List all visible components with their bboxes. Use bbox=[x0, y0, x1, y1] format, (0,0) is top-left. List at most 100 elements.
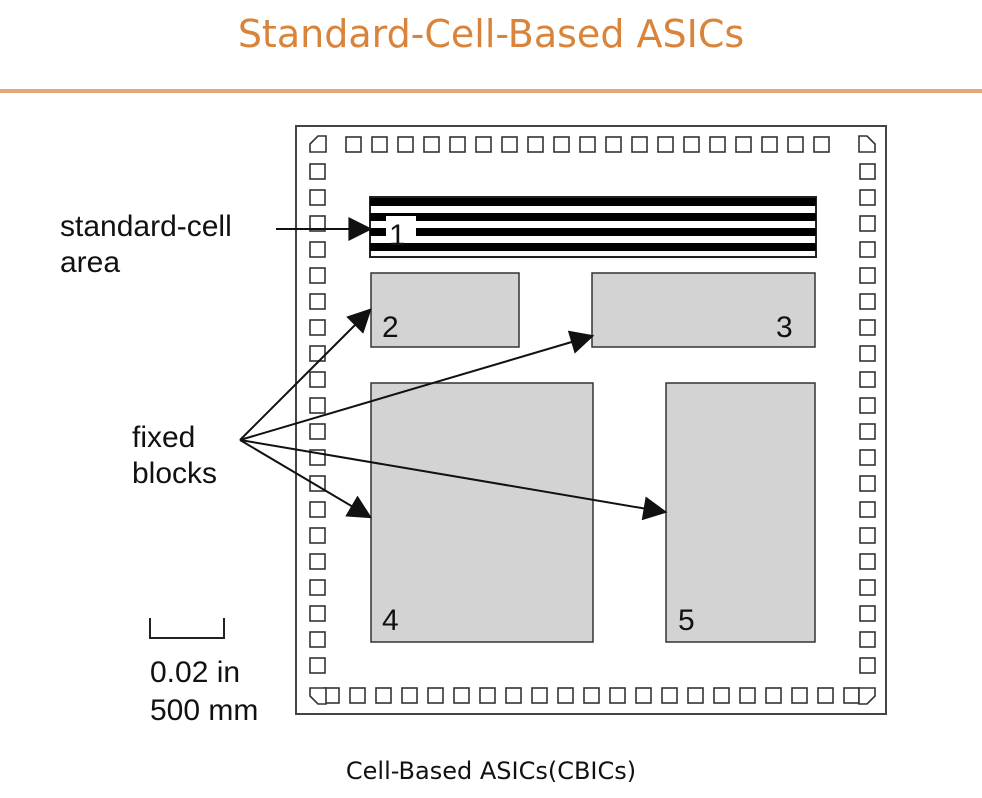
io-pad bbox=[859, 163, 876, 180]
io-pad bbox=[631, 136, 648, 153]
io-pad bbox=[505, 687, 522, 704]
io-pad bbox=[531, 687, 548, 704]
io-pad bbox=[859, 631, 876, 648]
io-pad bbox=[859, 345, 876, 362]
io-pad bbox=[583, 687, 600, 704]
fixed-block-3 bbox=[591, 272, 816, 348]
io-pad bbox=[371, 136, 388, 153]
io-pad bbox=[609, 687, 626, 704]
io-pad bbox=[309, 163, 326, 180]
io-pad bbox=[309, 631, 326, 648]
standard-cell-label-line2: area bbox=[60, 246, 120, 279]
fixed-block-2 bbox=[370, 272, 520, 348]
io-pad bbox=[859, 293, 876, 310]
io-pad bbox=[709, 136, 726, 153]
io-pad bbox=[553, 136, 570, 153]
io-pad bbox=[309, 501, 326, 518]
corner-pad-top-right bbox=[858, 135, 876, 153]
io-pad bbox=[859, 241, 876, 258]
io-pad bbox=[859, 501, 876, 518]
io-pad bbox=[859, 397, 876, 414]
io-pad bbox=[527, 136, 544, 153]
io-pad bbox=[557, 687, 574, 704]
io-pad bbox=[635, 687, 652, 704]
io-pad bbox=[761, 136, 778, 153]
io-pad bbox=[309, 657, 326, 674]
io-pad bbox=[501, 136, 518, 153]
io-pad bbox=[813, 136, 830, 153]
io-pad bbox=[345, 136, 362, 153]
io-pad bbox=[739, 687, 756, 704]
arrow-to-block-4 bbox=[239, 439, 373, 519]
io-pad bbox=[661, 687, 678, 704]
io-pad bbox=[309, 267, 326, 284]
io-pad bbox=[579, 136, 596, 153]
io-pad bbox=[859, 475, 876, 492]
io-pad bbox=[309, 553, 326, 570]
io-pad bbox=[787, 136, 804, 153]
io-pad bbox=[309, 241, 326, 258]
io-pad bbox=[449, 136, 466, 153]
io-pad bbox=[713, 687, 730, 704]
io-pad bbox=[859, 605, 876, 622]
io-pad bbox=[683, 136, 700, 153]
io-pad bbox=[479, 687, 496, 704]
corner-pad-bottom-left bbox=[309, 687, 327, 705]
fixed-blocks-label-line2: blocks bbox=[132, 457, 217, 490]
scale-label-inches: 0.02 in bbox=[150, 656, 240, 689]
io-pad bbox=[859, 189, 876, 206]
block-1-label: 1 bbox=[389, 219, 406, 252]
io-pad-ring bbox=[309, 135, 876, 705]
io-pad bbox=[859, 423, 876, 440]
io-pad bbox=[859, 371, 876, 388]
title-divider bbox=[0, 89, 982, 93]
io-pad bbox=[397, 136, 414, 153]
io-pad bbox=[843, 687, 860, 704]
io-pad bbox=[859, 267, 876, 284]
io-pad bbox=[309, 423, 326, 440]
scale-label-mm: 500 mm bbox=[150, 694, 258, 727]
io-pad bbox=[309, 371, 326, 388]
io-pad bbox=[309, 189, 326, 206]
io-pad bbox=[859, 449, 876, 466]
arrow-to-block-3 bbox=[239, 330, 595, 441]
io-pad bbox=[791, 687, 808, 704]
scale-bar bbox=[149, 618, 225, 639]
io-pad bbox=[859, 579, 876, 596]
fixed-block-5 bbox=[665, 382, 816, 643]
arrow-to-block-2 bbox=[239, 308, 372, 441]
arrow-to-block-5 bbox=[239, 439, 668, 521]
io-pad bbox=[859, 553, 876, 570]
io-pad bbox=[309, 397, 326, 414]
fixed-block-arrows bbox=[239, 308, 668, 521]
io-pad bbox=[859, 527, 876, 544]
io-pad bbox=[375, 687, 392, 704]
diagram-caption: Cell-Based ASICs(CBICs) bbox=[345, 757, 637, 785]
io-pad bbox=[427, 687, 444, 704]
io-pad bbox=[475, 136, 492, 153]
block-2-label: 2 bbox=[382, 311, 399, 344]
io-pad bbox=[309, 579, 326, 596]
io-pad bbox=[735, 136, 752, 153]
block-4-label: 4 bbox=[382, 604, 399, 637]
io-pad bbox=[309, 293, 326, 310]
fixed-block-4 bbox=[370, 382, 594, 643]
io-pad bbox=[309, 605, 326, 622]
io-pad bbox=[401, 687, 418, 704]
io-pad bbox=[687, 687, 704, 704]
io-pad bbox=[765, 687, 782, 704]
fixed-blocks-label-line1: fixed bbox=[132, 421, 195, 454]
io-pad bbox=[859, 319, 876, 336]
io-pad bbox=[605, 136, 622, 153]
standard-cell-label-line1: standard-cell bbox=[60, 210, 232, 243]
block-5-label: 5 bbox=[678, 604, 695, 637]
io-pad bbox=[817, 687, 834, 704]
slide-title: Standard-Cell-Based ASICs bbox=[237, 12, 745, 56]
io-pad bbox=[859, 215, 876, 232]
io-pad bbox=[309, 319, 326, 336]
corner-pad-bottom-right bbox=[858, 687, 876, 705]
io-pad bbox=[309, 527, 326, 544]
io-pad bbox=[309, 215, 326, 232]
io-pad bbox=[349, 687, 366, 704]
